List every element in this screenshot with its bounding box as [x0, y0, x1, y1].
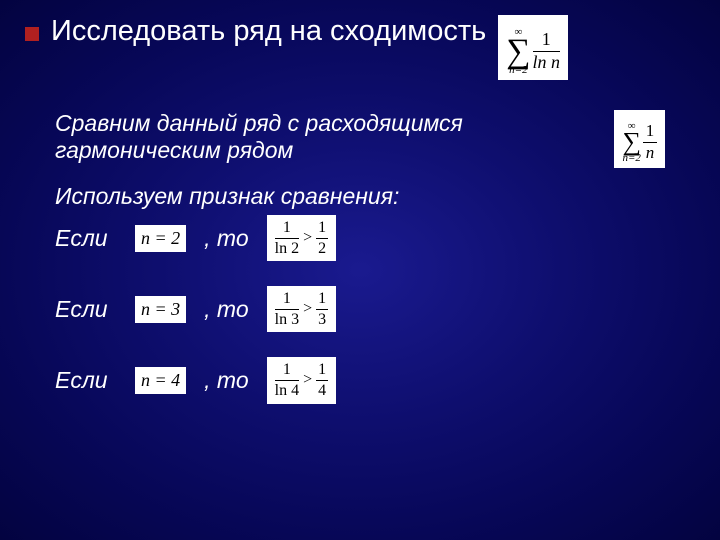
lden: ln 3	[275, 311, 299, 329]
rnum: 1	[318, 361, 326, 379]
frac-num2: 1	[646, 122, 655, 141]
title-row: Исследовать ряд на сходимость ∞ ∑ n=2 1 …	[25, 15, 695, 80]
esli-label: Если	[55, 225, 125, 252]
bullet-icon	[25, 27, 39, 41]
op: >	[303, 300, 312, 318]
to-label: , то	[204, 225, 248, 252]
frac-den2: n	[646, 144, 655, 163]
frac-den: ln n	[533, 53, 561, 73]
page-title: Исследовать ряд на сходимость	[51, 15, 486, 48]
esli-label: Если	[55, 367, 125, 394]
rden: 4	[318, 382, 326, 400]
comparison-row-3: Если n = 4 , то 1 ln 4 > 1 4	[55, 357, 695, 403]
frac-num: 1	[542, 30, 551, 50]
inequality-box: 1 ln 3 > 1 3	[267, 286, 336, 332]
lden: ln 2	[275, 240, 299, 258]
esli-label: Если	[55, 296, 125, 323]
lden: ln 4	[275, 382, 299, 400]
to-label: , то	[204, 296, 248, 323]
lnum: 1	[283, 361, 291, 379]
condition-box: n = 4	[135, 367, 186, 394]
sum-lower2: n=2	[623, 153, 641, 164]
sum-lower: n=2	[509, 65, 527, 76]
to-label: , то	[204, 367, 248, 394]
content-area: Сравним данный ряд с расходящимся гармон…	[25, 110, 695, 403]
inequality-box: 1 ln 4 > 1 4	[267, 357, 336, 403]
op: >	[303, 371, 312, 389]
comparison-row-1: Если n = 2 , то 1 ln 2 > 1 2	[55, 215, 695, 261]
rden: 3	[318, 311, 326, 329]
lnum: 1	[283, 219, 291, 237]
rnum: 1	[318, 290, 326, 308]
sigma-icon: ∑	[506, 38, 530, 65]
op: >	[303, 229, 312, 247]
harmonic-formula: ∞ ∑ n=2 1 n	[614, 110, 665, 168]
rden: 2	[318, 240, 326, 258]
sigma-icon2: ∑	[622, 132, 641, 153]
paragraph2: Используем признак сравнения:	[55, 183, 695, 210]
paragraph1: Сравним данный ряд с расходящимся гармон…	[55, 110, 505, 164]
comparison-row-2: Если n = 3 , то 1 ln 3 > 1 3	[55, 286, 695, 332]
main-sum-formula: ∞ ∑ n=2 1 ln n	[498, 15, 568, 80]
lnum: 1	[283, 290, 291, 308]
paragraph-row: Сравним данный ряд с расходящимся гармон…	[55, 110, 695, 168]
inequality-box: 1 ln 2 > 1 2	[267, 215, 336, 261]
rnum: 1	[318, 219, 326, 237]
condition-box: n = 2	[135, 225, 186, 252]
condition-box: n = 3	[135, 296, 186, 323]
